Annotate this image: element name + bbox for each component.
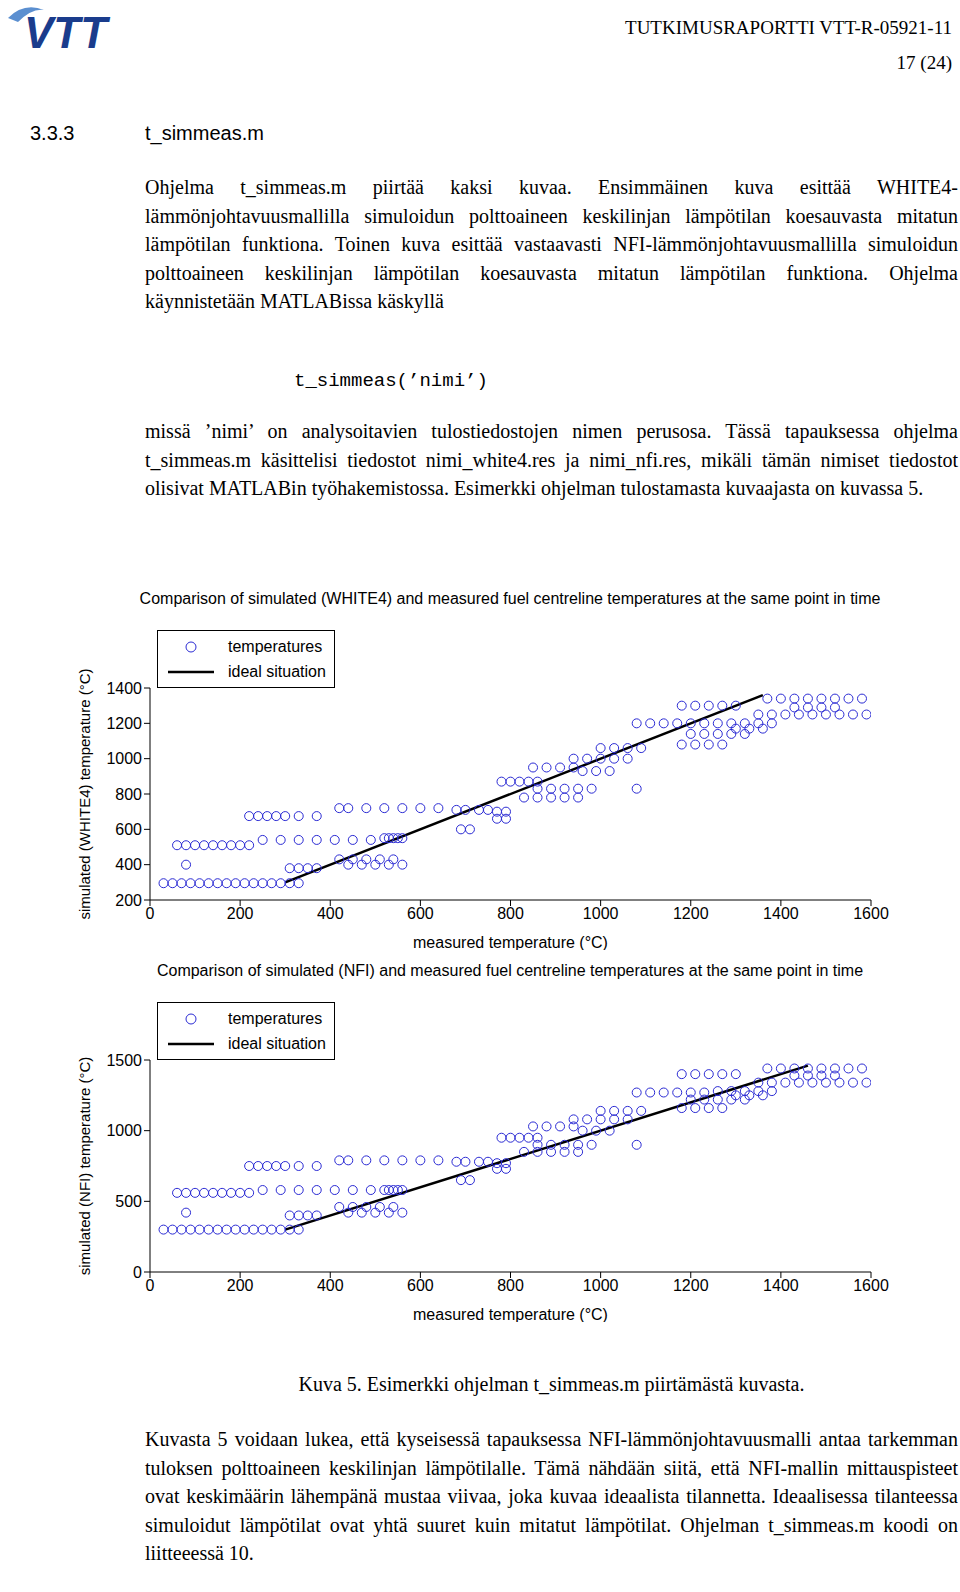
html-text:Comparison of simulated (NFI): Comparison of simulated (NFI) and measur…: [156, 962, 863, 979]
html-text:temperatures: temperatures: [228, 1009, 323, 1027]
svg-text:0: 0: [146, 1277, 155, 1294]
svg-text:600: 600: [407, 905, 434, 922]
svg-text:1400: 1400: [763, 1277, 799, 1294]
svg-text:1000: 1000: [583, 1277, 619, 1294]
html-text:Kuvasta 5 voidaan lukea, että: Kuvasta 5 voidaan lukea, että kyseisessä…: [145, 1428, 958, 1564]
svg-text:0: 0: [133, 1264, 142, 1281]
svg-text:800: 800: [497, 905, 524, 922]
svg-text:1000: 1000: [583, 905, 619, 922]
svg-text:500: 500: [115, 1193, 142, 1210]
html-text:Kuva 5. Esimerkki ohjelman t_s: Kuva 5. Esimerkki ohjelman t_simmeas.m p…: [298, 1373, 805, 1395]
html-text:temperatures: temperatures: [228, 637, 323, 655]
svg-text:600: 600: [115, 821, 142, 838]
html-text:3.3.3: 3.3.3: [30, 122, 75, 144]
svg-text:200: 200: [115, 892, 142, 909]
svg-text:400: 400: [115, 856, 142, 873]
svg-text:1000: 1000: [106, 1122, 142, 1139]
svg-text:1400: 1400: [763, 905, 799, 922]
svg-text:measured temperature (°C): measured temperature (°C): [413, 934, 608, 950]
svg-text:1600: 1600: [853, 1277, 889, 1294]
html-text:Comparison of simulated (WHITE: Comparison of simulated (WHITE4) and mea…: [139, 590, 881, 607]
svg-text:400: 400: [317, 905, 344, 922]
svg-text:1200: 1200: [673, 905, 709, 922]
html-text:t_simmeas.m: t_simmeas.m: [145, 122, 264, 144]
svg-text:1400: 1400: [106, 680, 142, 697]
html-text:t_simmeas(’nimi’): t_simmeas(’nimi’): [294, 370, 488, 392]
svg-text:200: 200: [227, 1277, 254, 1294]
svg-text:measured temperature (°C): measured temperature (°C): [413, 1306, 608, 1322]
svg-text:800: 800: [115, 786, 142, 803]
svg-text:VTT: VTT: [24, 8, 110, 57]
svg-text:1600: 1600: [853, 905, 889, 922]
svg-text:400: 400: [317, 1277, 344, 1294]
svg-text:1000: 1000: [106, 750, 142, 767]
svg-text:1500: 1500: [106, 1052, 142, 1069]
svg-text:1200: 1200: [673, 1277, 709, 1294]
svg-text:800: 800: [497, 1277, 524, 1294]
html-text:ideal situation: ideal situation: [228, 1034, 326, 1052]
html-text:missä ’nimi’ on analysoitavien: missä ’nimi’ on analysoitavien tulostied…: [145, 420, 958, 499]
svg-text:600: 600: [407, 1277, 434, 1294]
svg-text:simulated (NFI) temperature (°: simulated (NFI) temperature (°C): [76, 1057, 93, 1276]
svg-text:0: 0: [146, 905, 155, 922]
svg-text:simulated (WHITE4) temperature: simulated (WHITE4) temperature (°C): [76, 668, 93, 919]
html-text:17 (24): 17 (24): [896, 52, 952, 73]
html-text:Ohjelma t_simmeas.m piirtää ka: Ohjelma t_simmeas.m piirtää kaksi kuvaa.…: [145, 176, 958, 312]
svg-text:1200: 1200: [106, 715, 142, 732]
html-text:TUTKIMUSRAPORTTI VTT-R-05921-1: TUTKIMUSRAPORTTI VTT-R-05921-11: [625, 17, 952, 38]
svg-text:200: 200: [227, 905, 254, 922]
html-text:ideal situation: ideal situation: [228, 662, 326, 680]
